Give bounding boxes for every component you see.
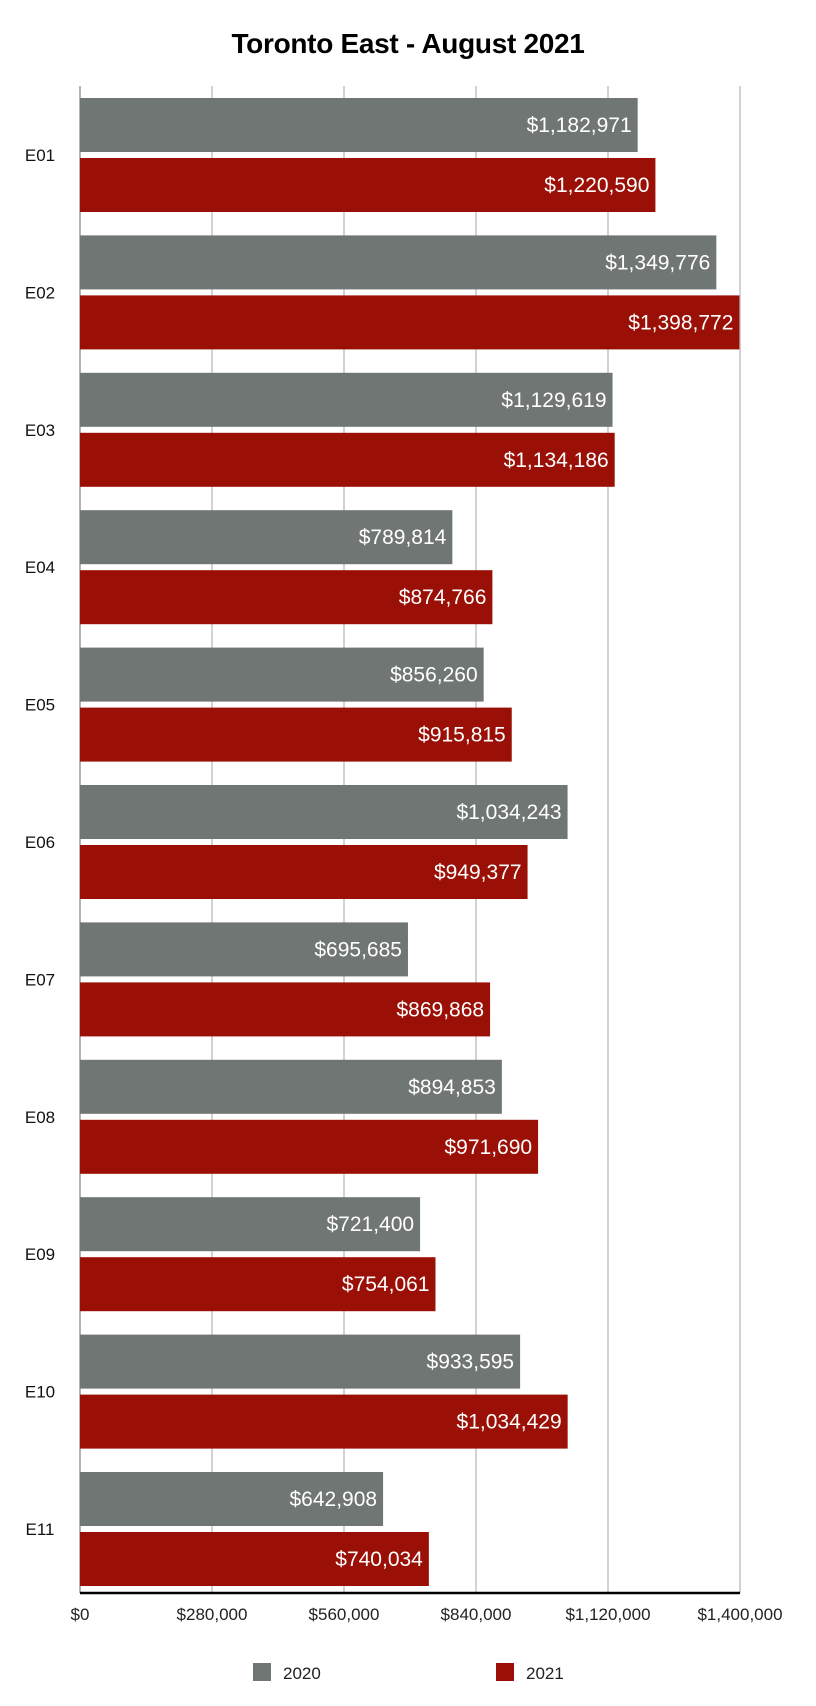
bar-2020-E10 bbox=[80, 1334, 521, 1389]
bar-data-label: $856,260 bbox=[390, 664, 478, 687]
legend-item-2021[interactable]: 2021 bbox=[496, 1663, 564, 1683]
category-label: E05 bbox=[25, 696, 55, 715]
bar-2021-E07 bbox=[80, 982, 491, 1037]
bar-data-label: $1,182,971 bbox=[527, 114, 632, 137]
bar-data-label: $949,377 bbox=[434, 861, 522, 884]
bar-data-label: $1,034,243 bbox=[456, 801, 561, 824]
category-labels: E01 E02 E03 E04 E05 E06 E07 E08 E09 E10 E11 bbox=[25, 146, 55, 1539]
legend-item-2020[interactable]: 2020 bbox=[253, 1663, 321, 1683]
bar-2020-E09 bbox=[80, 1197, 421, 1252]
x-tick-label: $280,000 bbox=[177, 1605, 248, 1624]
bar-2020-E11 bbox=[80, 1472, 384, 1526]
bar-data-label: $894,853 bbox=[408, 1076, 496, 1099]
category-label: E09 bbox=[25, 1245, 55, 1264]
category-label: E06 bbox=[25, 833, 55, 852]
category-label: E10 bbox=[25, 1383, 55, 1402]
bar-2021-E06 bbox=[80, 845, 528, 899]
bar-data-label: $1,034,429 bbox=[457, 1411, 562, 1434]
x-axis: $0 $280,000 $560,000 $840,000 $1,120,000 $1,4… bbox=[71, 1591, 783, 1624]
bar-2021-E09 bbox=[80, 1257, 436, 1312]
bar-data-label: $1,398,772 bbox=[628, 311, 733, 334]
bar-2021-E05 bbox=[80, 707, 512, 762]
category-label: E02 bbox=[25, 283, 55, 302]
bar-2020-E07 bbox=[80, 922, 408, 977]
bar-data-label: $695,685 bbox=[314, 938, 402, 961]
bar-data-label: $1,349,776 bbox=[605, 251, 710, 274]
bar-data-label: $754,061 bbox=[342, 1273, 430, 1296]
x-tick-label: $1,120,000 bbox=[565, 1605, 650, 1624]
bar-data-label: $740,034 bbox=[335, 1548, 423, 1571]
x-tick-label: $560,000 bbox=[309, 1605, 380, 1624]
category-label: E04 bbox=[25, 558, 55, 577]
bar-2020-E08 bbox=[80, 1059, 502, 1114]
bar-2020-E04 bbox=[80, 510, 453, 565]
x-tick-label: $1,400,000 bbox=[697, 1605, 782, 1624]
bar-2021-E03 bbox=[80, 432, 615, 487]
bar-data-label: $1,129,619 bbox=[501, 389, 606, 412]
bar-data-label: $642,908 bbox=[289, 1488, 377, 1511]
bar-data-label: $1,134,186 bbox=[504, 449, 609, 472]
bar-2020-E01 bbox=[80, 98, 638, 152]
legend-swatch bbox=[496, 1663, 514, 1681]
bar-data-label: $789,814 bbox=[359, 526, 447, 549]
x-tick-label: $0 bbox=[71, 1605, 90, 1624]
bar-2021-E10 bbox=[80, 1394, 568, 1449]
bar-data-label: $971,690 bbox=[444, 1136, 532, 1159]
category-label: E11 bbox=[26, 1520, 55, 1539]
bar-data-label: $933,595 bbox=[427, 1351, 515, 1374]
bar-2021-E11 bbox=[80, 1532, 429, 1586]
bar-data-label: $869,868 bbox=[396, 998, 484, 1021]
legend-label: 2020 bbox=[283, 1664, 321, 1683]
category-label: E08 bbox=[25, 1108, 55, 1127]
chart-title: Toronto East - August 2021 bbox=[231, 28, 585, 59]
bar-data-label: $1,220,590 bbox=[544, 174, 649, 197]
legend-swatch bbox=[253, 1663, 271, 1681]
x-tick-label: $840,000 bbox=[441, 1605, 512, 1624]
bar-2021-E04 bbox=[80, 570, 493, 625]
bar-2021-E08 bbox=[80, 1119, 539, 1174]
category-label: E01 bbox=[25, 146, 55, 165]
bar-data-label: $721,400 bbox=[326, 1213, 414, 1236]
bar-2021-E02 bbox=[80, 295, 740, 350]
bar-data-label: $915,815 bbox=[418, 724, 506, 747]
category-label: E03 bbox=[25, 421, 55, 440]
legend-label: 2021 bbox=[526, 1664, 564, 1683]
bar-2020-E02 bbox=[80, 235, 717, 290]
category-label: E07 bbox=[25, 970, 55, 989]
bars: $1,182,971 $1,220,590 $1,349,776 $1,398,772… bbox=[80, 98, 740, 1586]
bar-2020-E06 bbox=[80, 785, 568, 839]
legend: 2020 2021 bbox=[253, 1663, 564, 1683]
bar-2020-E05 bbox=[80, 647, 484, 702]
bar-data-label: $874,766 bbox=[399, 586, 487, 609]
bar-2020-E03 bbox=[80, 372, 613, 427]
bar-2021-E01 bbox=[80, 158, 656, 212]
